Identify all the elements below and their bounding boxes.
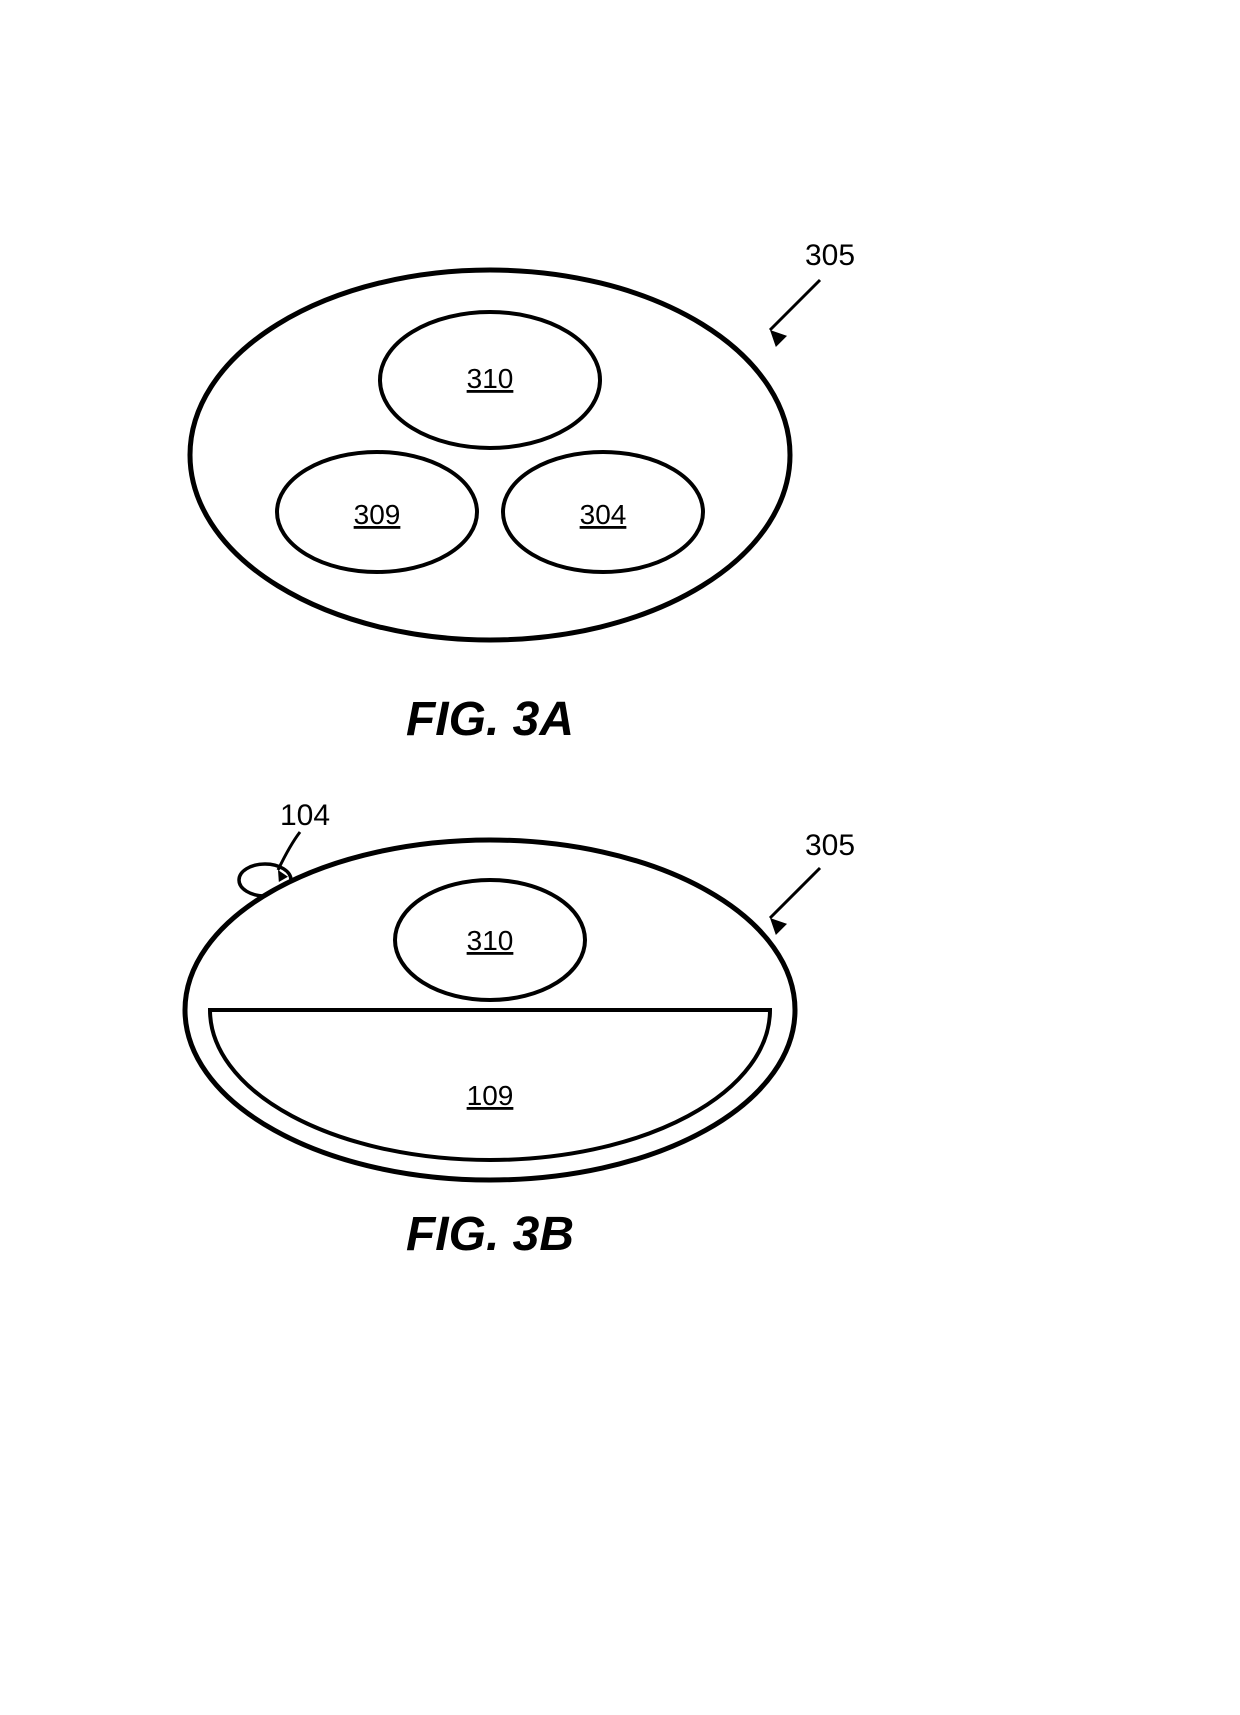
label-305-a: 305: [805, 239, 855, 272]
label-310: 310: [467, 363, 514, 394]
caption-3b: FIG. 3B: [406, 1208, 574, 1261]
caption-3a: FIG. 3A: [406, 693, 574, 746]
label-109: 109: [467, 1080, 514, 1111]
label-309: 309: [354, 499, 401, 530]
leader-305-b: [770, 868, 820, 918]
label-304: 304: [580, 499, 627, 530]
leader-305-a: [770, 280, 820, 330]
outer-ellipse-3a: [190, 270, 790, 640]
label-310-b: 310: [467, 925, 514, 956]
label-305-b: 305: [805, 829, 855, 862]
fig-3b: 109 310 104 305 FIG. 3B: [185, 799, 855, 1261]
fig-3a: 310 309 304 305 FIG. 3A: [190, 239, 855, 746]
leader-104: [278, 832, 300, 870]
label-104: 104: [280, 799, 330, 832]
